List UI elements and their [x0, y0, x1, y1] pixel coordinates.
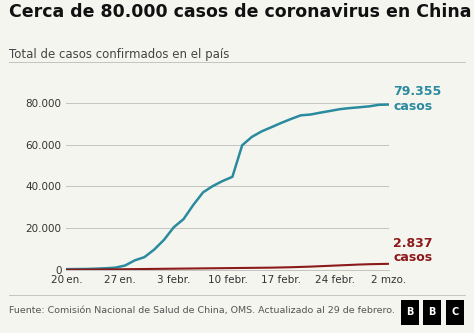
- Text: casos: casos: [393, 251, 433, 264]
- Text: 79.355: 79.355: [393, 85, 442, 98]
- Text: C: C: [451, 307, 459, 317]
- Text: casos: casos: [393, 100, 433, 113]
- Text: Total de casos confirmados en el país: Total de casos confirmados en el país: [9, 48, 230, 61]
- Text: Fuente: Comisión Nacional de Salud de China, OMS. Actualizado al 29 de febrero.: Fuente: Comisión Nacional de Salud de Ch…: [9, 306, 395, 315]
- Text: B: B: [406, 307, 413, 317]
- Text: 2.837: 2.837: [393, 237, 433, 250]
- Text: Cerca de 80.000 casos de coronavirus en China: Cerca de 80.000 casos de coronavirus en …: [9, 3, 472, 21]
- Text: B: B: [428, 307, 436, 317]
